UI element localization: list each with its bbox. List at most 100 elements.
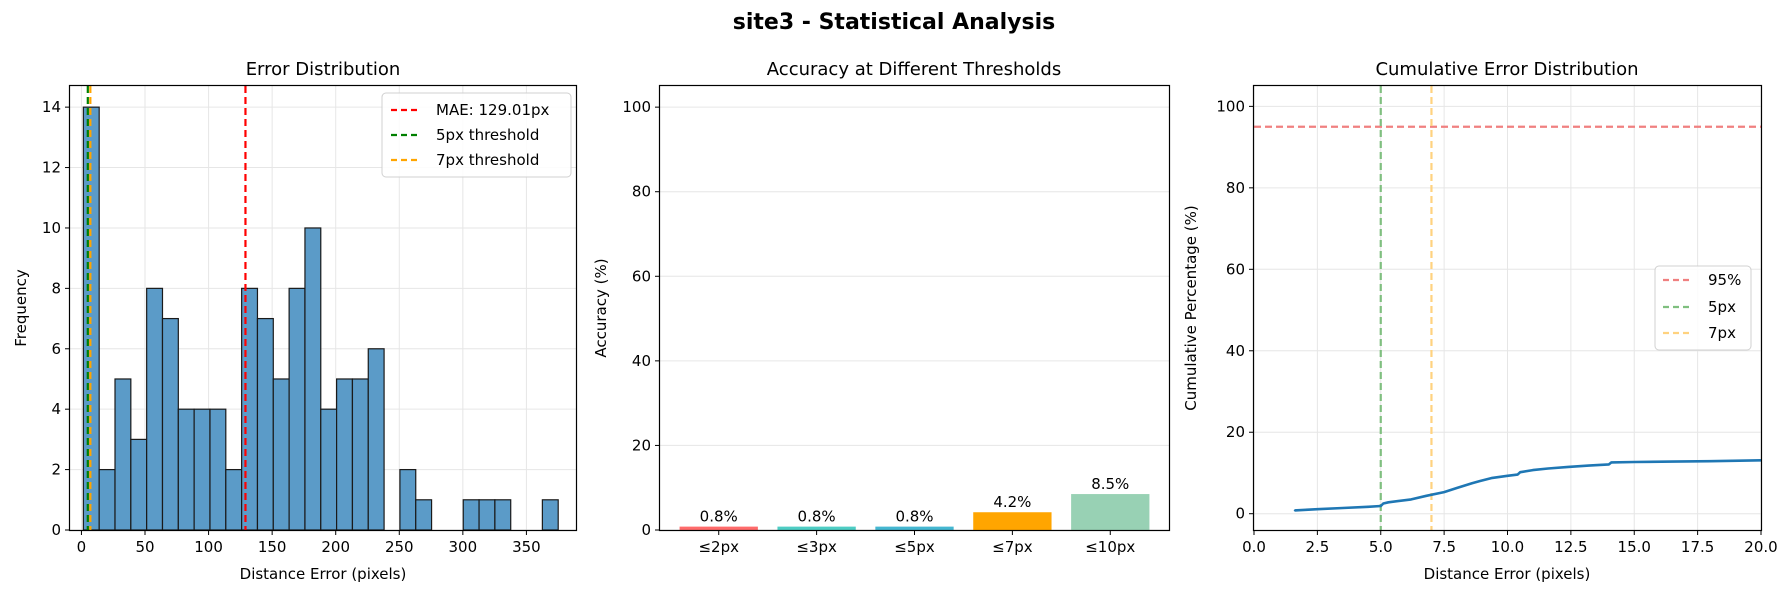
histogram-bar — [351, 378, 369, 531]
cumulative-data-point — [1532, 469, 1534, 471]
histogram-legend-box — [381, 92, 572, 178]
histogram-bar — [478, 499, 496, 531]
histogram-bar — [256, 317, 274, 531]
cumulative-data-point — [1379, 505, 1382, 507]
cumulative-x-tick-label: 0.0 — [1242, 538, 1266, 556]
cumulative-y-label: Cumulative Percentage (%) — [1182, 205, 1200, 411]
accuracy-y-tick-label: 60 — [632, 267, 651, 285]
accuracy-y-ticks: 0 20 40 60 80 100 — [622, 98, 660, 539]
histogram-bar — [304, 227, 322, 531]
cumulative-data-point — [1382, 502, 1385, 505]
histogram-y-tick-label: 14 — [42, 98, 61, 116]
histogram-bar — [209, 408, 227, 531]
cumulative-data-point — [1587, 464, 1590, 467]
histogram-y-tick-label: 8 — [51, 279, 61, 297]
cumulative-x-tick-label: 5.0 — [1369, 538, 1393, 556]
legend-95-label: 95% — [1708, 271, 1741, 289]
cumulative-x-tick-label: 15.0 — [1618, 538, 1651, 556]
cumulative-legend: 95% 5px 7px — [1654, 265, 1752, 351]
cumulative-data-point — [1608, 463, 1610, 466]
cumulative-y-tick-label: 40 — [1226, 342, 1245, 360]
histogram-bar — [494, 499, 512, 531]
accuracy-axes-frame — [658, 84, 1171, 532]
histogram-x-tick-label: 50 — [135, 538, 154, 556]
accuracy-value-label: 0.8% — [700, 508, 738, 526]
legend-7px-cum-label: 7px — [1708, 324, 1736, 342]
legend-5px-cum-label: 5px — [1708, 298, 1736, 316]
cumulative-data-point — [1516, 473, 1519, 476]
histogram-axes-frame — [68, 84, 578, 532]
accuracy-value-label: 8.5% — [1091, 475, 1129, 493]
histogram-x-tick-label: 200 — [321, 538, 350, 556]
cumulative-title: Cumulative Error Distribution — [1375, 59, 1638, 80]
accuracy-value-labels: 0.8% 0.8% 0.8% 4.2% 8.5% — [700, 475, 1130, 526]
cumulative-reference-lines — [1254, 86, 1761, 530]
cumulative-y-ticks: 0 20 40 60 80 100 — [1216, 97, 1254, 523]
histogram-x-tick-label: 350 — [512, 538, 541, 556]
histogram-x-tick-label: 0 — [77, 538, 87, 556]
cumulative-data-point — [1456, 487, 1458, 489]
histogram-y-tick-label: 10 — [42, 219, 61, 237]
cumulative-y-tick-label: 100 — [1216, 97, 1245, 115]
cumulative-data-point — [1491, 477, 1494, 479]
cumulative-data-point — [1425, 494, 1428, 497]
accuracy-y-label: Accuracy (%) — [592, 258, 610, 357]
cumulative-y-tick-label: 60 — [1226, 260, 1245, 278]
histogram-bar — [225, 468, 243, 531]
cumulative-y-tick-label: 80 — [1226, 179, 1245, 197]
accuracy-bar — [875, 526, 954, 530]
histogram-x-tick-label: 250 — [385, 538, 414, 556]
histogram-y-tick-label: 12 — [42, 159, 61, 177]
cumulative-data-point — [1567, 466, 1570, 468]
cumulative-data-point — [1671, 460, 1674, 463]
histogram-bar — [146, 287, 164, 531]
histogram-reference-lines — [86, 86, 247, 530]
histogram-bar — [241, 287, 259, 531]
cumulative-data-point — [1341, 507, 1344, 509]
cumulative-data-point — [1547, 467, 1549, 470]
histogram-bar — [415, 499, 433, 531]
histogram-bar — [272, 378, 290, 531]
histogram-x-ticks: 0 50 100 150 200 250 300 350 — [77, 530, 541, 556]
accuracy-y-tick-label: 80 — [632, 183, 651, 201]
cumulative-data-point — [1443, 491, 1445, 493]
accuracy-x-tick-label: ≤3px — [796, 538, 837, 556]
accuracy-x-ticks: ≤2px ≤3px ≤5px ≤7px ≤10px — [698, 530, 1135, 556]
histogram-bar — [193, 408, 211, 531]
cumulative-x-label: Distance Error (pixels) — [1424, 565, 1591, 583]
histogram-bar — [320, 408, 338, 531]
cumulative-data-point — [1367, 505, 1369, 508]
histogram-x-tick-label: 100 — [194, 538, 223, 556]
cumulative-data-point — [1709, 460, 1712, 462]
cumulative-points — [1293, 459, 1762, 512]
histogram-bar — [462, 499, 480, 531]
histogram-bar — [161, 317, 179, 531]
accuracy-y-tick-label: 20 — [632, 436, 651, 454]
figure-suptitle: site3 - Statistical Analysis — [733, 10, 1055, 35]
histogram-x-label: Distance Error (pixels) — [240, 565, 407, 583]
histogram-bar — [541, 499, 559, 531]
accuracy-y-tick-label: 40 — [632, 352, 651, 370]
accuracy-x-tick-label: ≤2px — [698, 538, 739, 556]
cumulative-data-point — [1387, 501, 1390, 504]
accuracy-bar — [1071, 494, 1150, 530]
histogram-y-tick-label: 0 — [51, 521, 61, 539]
accuracy-panel: 0.8% 0.8% 0.8% 4.2% 8.5% ≤2px ≤3px ≤5px ≤7px ≤10… — [592, 59, 1171, 556]
accuracy-x-tick-label: ≤7px — [992, 538, 1033, 556]
histogram-x-tick-label: 300 — [449, 538, 478, 556]
histogram-x-tick-label: 150 — [258, 538, 287, 556]
accuracy-value-label: 0.8% — [895, 508, 933, 526]
cumulative-y-tick-label: 20 — [1226, 423, 1245, 441]
histogram-bar — [130, 438, 148, 531]
histogram-bar — [367, 348, 385, 531]
histogram-bar — [288, 287, 306, 531]
cumulative-data-point — [1316, 508, 1319, 511]
legend-5px-label: 5px threshold — [436, 126, 539, 144]
accuracy-x-tick-label: ≤10px — [1085, 538, 1135, 556]
accuracy-x-tick-label: ≤5px — [894, 538, 935, 556]
accuracy-bar — [973, 512, 1052, 530]
cumulative-data-point — [1633, 461, 1636, 463]
cumulative-data-point — [1293, 509, 1296, 512]
legend-mae-label: MAE: 129.01px — [436, 101, 550, 119]
